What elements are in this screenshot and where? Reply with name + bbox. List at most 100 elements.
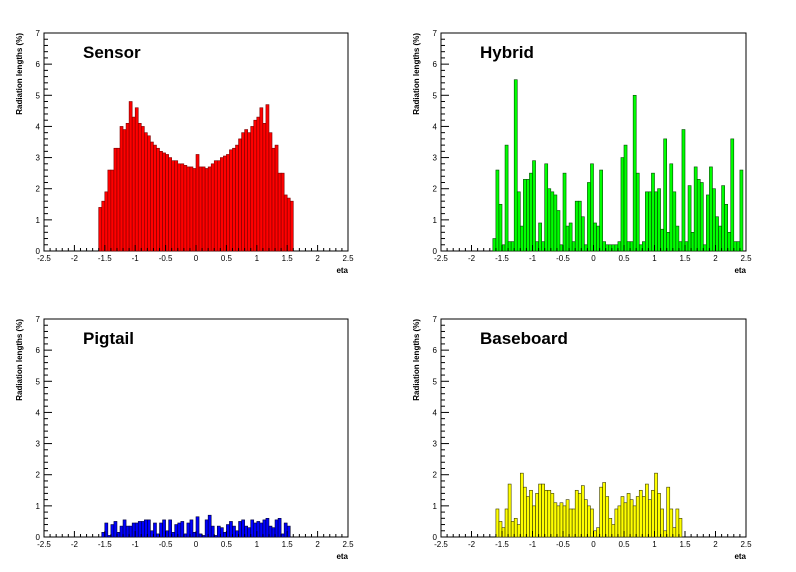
histogram-bar	[174, 160, 179, 252]
x-tick-label: -1	[132, 254, 140, 263]
histogram-bar	[171, 160, 176, 252]
y-tick-label: 2	[36, 471, 41, 480]
histogram-bar	[177, 163, 182, 252]
y-tick-label: 3	[36, 440, 41, 449]
y-tick-label: 1	[36, 216, 41, 225]
x-tick-label: 2.5	[740, 254, 752, 263]
histogram-bar	[256, 116, 261, 252]
histogram-bar	[516, 191, 521, 252]
y-tick-label: 2	[36, 185, 41, 194]
histogram-bar	[134, 107, 139, 252]
histogram-bar	[587, 505, 591, 538]
histogram-bar	[283, 194, 288, 252]
y-tick-label: 1	[36, 502, 41, 511]
histogram-bar	[648, 191, 652, 252]
histogram-bar	[590, 163, 594, 252]
histogram-bar	[265, 104, 270, 252]
panel-title: Sensor	[83, 43, 141, 62]
histogram-bar	[147, 519, 151, 538]
y-tick-label: 6	[36, 60, 41, 69]
histogram-bar	[241, 132, 245, 252]
histogram-bar	[504, 508, 509, 538]
x-tick-label: -0.5	[159, 254, 173, 263]
histogram-bar	[198, 166, 203, 252]
histogram-bar	[635, 172, 640, 252]
histogram-bar	[210, 163, 215, 252]
x-tick-label: 2.5	[342, 540, 354, 549]
x-tick-label: 1	[652, 540, 657, 549]
plot-frame	[440, 318, 747, 538]
histogram-bar	[150, 141, 154, 252]
histogram-bar	[599, 169, 603, 252]
x-tick-label: 2	[315, 254, 320, 263]
histogram-bar	[635, 496, 640, 538]
histogram-bar	[654, 191, 658, 252]
x-tick-label: -0.5	[159, 540, 173, 549]
histogram-bar	[645, 191, 649, 252]
histogram-bar	[259, 107, 264, 252]
histogram-bar	[213, 160, 218, 252]
y-tick-label: 7	[36, 315, 41, 324]
y-tick-label: 4	[433, 122, 438, 131]
x-tick-label: 2	[713, 254, 718, 263]
histogram-bar	[271, 147, 276, 252]
histogram-bar	[162, 152, 166, 252]
histogram-bar	[541, 483, 546, 538]
histogram-bar	[687, 185, 692, 252]
histogram-bar	[544, 489, 549, 538]
histogram-bar	[580, 216, 585, 252]
x-tick-label: -1.5	[495, 254, 509, 263]
x-axis-title: eta	[734, 266, 746, 275]
x-tick-label: -0.5	[556, 540, 570, 549]
histogram-bar	[693, 166, 698, 252]
histogram-bar	[614, 508, 619, 538]
histogram-bar	[498, 203, 503, 252]
y-tick-label: 5	[36, 377, 41, 386]
histogram-bar	[195, 516, 200, 538]
histogram-bar	[550, 493, 555, 538]
histogram-bar	[654, 472, 658, 538]
histogram-bar	[580, 485, 585, 538]
y-tick-label: 3	[433, 440, 438, 449]
histogram-bar	[623, 144, 628, 252]
histogram-bar	[538, 483, 542, 538]
x-tick-label: -1	[529, 254, 537, 263]
histogram-bar	[629, 499, 634, 538]
y-tick-label: 6	[433, 60, 438, 69]
histogram-bar	[235, 144, 239, 252]
histogram-bar	[553, 502, 558, 538]
x-tick-label: 2.5	[740, 540, 752, 549]
histogram-bar	[568, 508, 573, 538]
histogram-bar	[666, 486, 671, 538]
histogram-bar	[107, 169, 112, 252]
histogram-bar	[226, 154, 230, 252]
histogram-bar	[186, 166, 191, 252]
y-tick-label: 7	[433, 29, 438, 38]
histogram-bar	[140, 126, 145, 252]
histogram-bar	[207, 166, 212, 252]
y-tick-label: 5	[36, 91, 41, 100]
histogram-bar	[626, 493, 631, 538]
histogram-bar	[526, 179, 530, 252]
histogram-bar	[519, 472, 524, 538]
panel-title: Pigtail	[83, 329, 134, 348]
x-tick-label: 0	[194, 540, 199, 549]
histogram-bar	[730, 138, 735, 252]
histogram-bar	[587, 182, 591, 252]
histogram-bar	[244, 129, 248, 252]
histogram-bar	[504, 144, 509, 252]
histogram-bar	[192, 168, 197, 252]
histogram-bar	[495, 169, 500, 252]
histogram-bar	[663, 138, 668, 252]
histogram-bar	[699, 182, 704, 252]
histogram-bar	[119, 126, 124, 252]
histogram-bar	[718, 225, 722, 252]
y-axis-title: Radiation lengths (%)	[15, 33, 24, 115]
histogram-bar	[657, 493, 661, 538]
histogram-bar	[709, 166, 713, 252]
histogram-bar	[562, 172, 567, 252]
histogram-bar	[574, 489, 579, 538]
x-tick-label: 2	[713, 540, 718, 549]
histogram-bar	[547, 489, 552, 538]
histogram-bar	[277, 518, 282, 538]
